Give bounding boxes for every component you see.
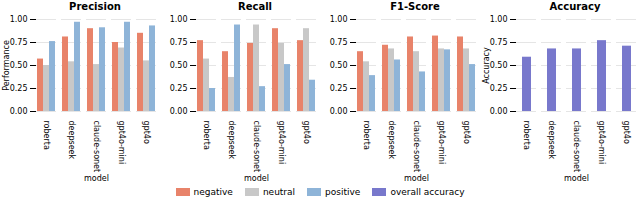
- html-text:negative: negative: [193, 187, 233, 197]
- svg-text:gpt4o: gpt4o: [622, 121, 631, 144]
- svg-text:gpt4o-mini: gpt4o-mini: [117, 121, 126, 165]
- svg-text:0.50: 0.50: [170, 61, 188, 70]
- svg-text:0.00: 0.00: [10, 107, 28, 116]
- svg-text:0.00: 0.00: [330, 107, 348, 116]
- svg-text:claude-sonet: claude-sonet: [412, 121, 421, 173]
- svg-text:1.00: 1.00: [490, 15, 508, 24]
- html-text:positive: positive: [325, 187, 361, 197]
- svg-text:0.75: 0.75: [170, 38, 188, 47]
- svg-text:Accuracy: Accuracy: [482, 47, 491, 84]
- svg-text:0.25: 0.25: [170, 84, 188, 93]
- svg-text:0.75: 0.75: [490, 38, 508, 47]
- svg-text:0.25: 0.25: [490, 84, 508, 93]
- svg-text:1.00: 1.00: [330, 15, 348, 24]
- svg-text:0.75: 0.75: [10, 38, 28, 47]
- html-text:F1-Score: F1-Score: [390, 1, 440, 12]
- svg-text:0.25: 0.25: [330, 84, 348, 93]
- svg-text:model: model: [84, 174, 109, 183]
- svg-text:1.00: 1.00: [170, 15, 188, 24]
- svg-text:1.00: 1.00: [10, 15, 28, 24]
- html-text:Recall: Recall: [238, 1, 272, 12]
- svg-text:claude-sonet: claude-sonet: [252, 121, 261, 173]
- svg-text:0.25: 0.25: [10, 84, 28, 93]
- svg-text:deepseek: deepseek: [227, 121, 236, 160]
- svg-text:0.50: 0.50: [10, 61, 28, 70]
- svg-text:roberta: roberta: [522, 121, 531, 150]
- svg-text:roberta: roberta: [42, 121, 51, 150]
- svg-text:roberta: roberta: [202, 121, 211, 150]
- svg-text:model: model: [564, 174, 589, 183]
- html-text:neutral: neutral: [262, 187, 296, 197]
- svg-text:0.50: 0.50: [330, 61, 348, 70]
- svg-text:gpt4o-mini: gpt4o-mini: [437, 121, 446, 165]
- svg-text:deepseek: deepseek: [67, 121, 76, 160]
- svg-text:gpt4o: gpt4o: [462, 121, 471, 144]
- svg-text:gpt4o-mini: gpt4o-mini: [597, 121, 606, 165]
- svg-text:0.00: 0.00: [490, 107, 508, 116]
- svg-text:claude-sonet: claude-sonet: [572, 121, 581, 173]
- svg-text:0.50: 0.50: [490, 61, 508, 70]
- svg-text:claude-sonet: claude-sonet: [92, 121, 101, 173]
- html-text:overall accuracy: overall accuracy: [390, 187, 465, 197]
- svg-text:deepseek: deepseek: [547, 121, 556, 160]
- html-text:Accuracy: Accuracy: [549, 1, 601, 12]
- html-text:Precision: Precision: [69, 1, 121, 12]
- svg-text:0.75: 0.75: [330, 38, 348, 47]
- svg-text:roberta: roberta: [362, 121, 371, 150]
- svg-text:gpt4o-mini: gpt4o-mini: [277, 121, 286, 165]
- svg-text:model: model: [404, 174, 429, 183]
- svg-text:0.00: 0.00: [170, 107, 188, 116]
- svg-text:gpt4o: gpt4o: [142, 121, 151, 144]
- svg-text:model: model: [244, 174, 269, 183]
- svg-text:deepseek: deepseek: [387, 121, 396, 160]
- svg-text:gpt4o: gpt4o: [302, 121, 311, 144]
- svg-text:Performance: Performance: [2, 40, 11, 91]
